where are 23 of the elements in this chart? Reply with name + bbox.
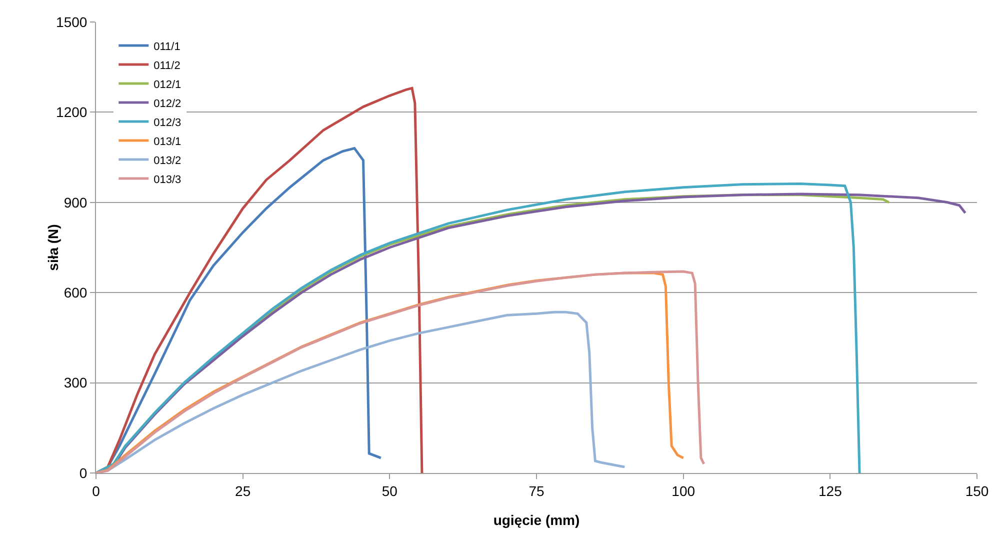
x-axis-title: ugięcie (mm)	[493, 512, 580, 528]
x-tick-label: 25	[235, 482, 251, 499]
y-tick-label: 1500	[56, 14, 88, 30]
x-tick-label: 125	[818, 482, 842, 499]
legend-label: 012/1	[154, 78, 182, 91]
y-tick-label: 600	[64, 284, 88, 300]
legend-label: 011/2	[154, 60, 180, 72]
legend-label: 013/2	[154, 154, 182, 167]
legend-label: 012/3	[154, 116, 182, 129]
y-tick-label: 1200	[56, 104, 88, 120]
y-tick-label: 900	[64, 194, 88, 210]
legend-label: 011/1	[154, 40, 180, 53]
y-tick-label: 0	[79, 464, 88, 481]
legend-label: 013/3	[154, 174, 182, 186]
x-tick-label: 50	[382, 482, 398, 499]
x-tick-label: 100	[672, 482, 696, 499]
y-tick-label: 300	[64, 374, 88, 391]
y-axis-title: siła (N)	[45, 224, 61, 271]
legend-label: 013/1	[154, 136, 182, 148]
legend-label: 012/2	[154, 98, 182, 110]
x-tick-label: 150	[965, 482, 989, 499]
x-tick-label: 0	[92, 482, 100, 499]
x-tick-label: 75	[528, 482, 544, 499]
